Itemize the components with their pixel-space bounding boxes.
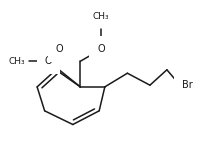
- Text: O: O: [45, 56, 52, 66]
- Text: Br: Br: [182, 80, 193, 90]
- Text: O: O: [56, 44, 63, 54]
- Text: O: O: [97, 44, 105, 54]
- Text: CH₃: CH₃: [93, 12, 109, 21]
- Text: CH₃: CH₃: [8, 57, 25, 66]
